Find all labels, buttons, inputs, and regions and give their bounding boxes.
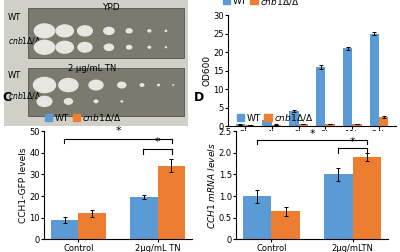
Legend: WT, $cnb1\Delta/\Delta$: WT, $cnb1\Delta/\Delta$: [219, 0, 303, 10]
Y-axis label: OD600: OD600: [203, 55, 212, 86]
Bar: [352, 124, 362, 126]
Circle shape: [104, 27, 114, 35]
Bar: [370, 34, 379, 126]
Text: *: *: [155, 137, 160, 147]
Bar: [289, 111, 299, 126]
Bar: [379, 117, 388, 126]
Text: WT: WT: [8, 13, 21, 22]
Circle shape: [56, 25, 73, 37]
Bar: [343, 48, 352, 126]
Circle shape: [158, 84, 160, 86]
Circle shape: [34, 78, 56, 93]
Text: YPD: YPD: [102, 3, 120, 12]
Bar: [245, 125, 254, 126]
Legend: WT, $cnb1\Delta/\Delta$: WT, $cnb1\Delta/\Delta$: [233, 108, 317, 127]
Bar: [272, 124, 281, 126]
Text: D: D: [194, 91, 204, 104]
Text: WT: WT: [8, 71, 21, 80]
Bar: [271, 211, 300, 239]
Text: *: *: [350, 137, 356, 147]
FancyBboxPatch shape: [28, 8, 184, 58]
Circle shape: [37, 96, 52, 106]
Text: *: *: [309, 129, 315, 139]
Bar: [299, 124, 308, 126]
Circle shape: [56, 41, 73, 53]
Bar: [130, 197, 158, 239]
Circle shape: [64, 99, 72, 104]
Circle shape: [126, 45, 132, 49]
Bar: [353, 157, 381, 239]
Circle shape: [59, 79, 78, 92]
Bar: [324, 174, 353, 239]
Circle shape: [121, 101, 122, 102]
Bar: [243, 196, 271, 239]
Circle shape: [165, 47, 166, 48]
Bar: [325, 124, 335, 126]
Legend: WT, $cnb1\Delta/\Delta$: WT, $cnb1\Delta/\Delta$: [41, 108, 126, 127]
Circle shape: [140, 84, 144, 86]
Bar: [158, 166, 185, 239]
Bar: [262, 120, 272, 126]
Bar: [236, 124, 245, 126]
Text: $cnb1\Delta/\Delta$: $cnb1\Delta/\Delta$: [8, 35, 41, 46]
Text: 2 μg/mL TN: 2 μg/mL TN: [68, 64, 116, 73]
Circle shape: [34, 40, 54, 54]
Circle shape: [148, 30, 151, 32]
Text: *: *: [115, 127, 121, 137]
Circle shape: [126, 29, 132, 33]
Y-axis label: $CCH1$ mRNA levels: $CCH1$ mRNA levels: [206, 142, 217, 229]
Bar: [51, 220, 78, 239]
Bar: [78, 213, 106, 239]
Y-axis label: CCH1-GFP levels: CCH1-GFP levels: [19, 147, 28, 223]
Circle shape: [94, 100, 98, 103]
FancyBboxPatch shape: [28, 68, 184, 116]
Circle shape: [89, 80, 103, 90]
Circle shape: [118, 82, 126, 88]
Circle shape: [78, 42, 92, 52]
Circle shape: [34, 24, 54, 38]
Text: $cnb1\Delta/\Delta$: $cnb1\Delta/\Delta$: [8, 90, 41, 101]
Text: C: C: [2, 91, 12, 104]
Circle shape: [104, 44, 114, 50]
Circle shape: [148, 46, 151, 48]
Circle shape: [165, 30, 167, 32]
Bar: [316, 67, 325, 126]
Circle shape: [78, 26, 92, 36]
